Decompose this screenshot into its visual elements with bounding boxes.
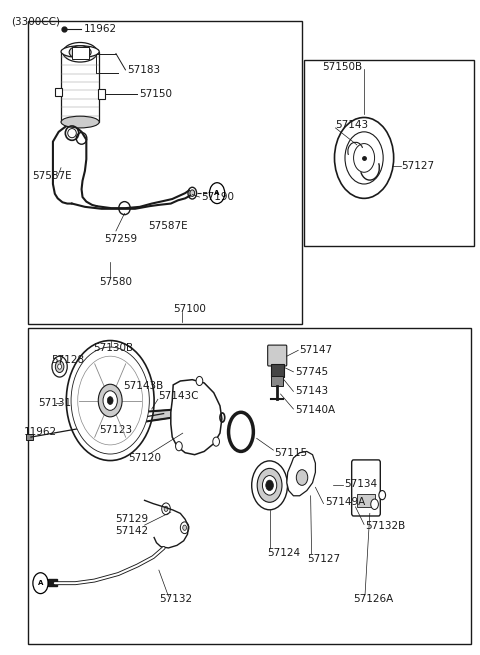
Text: 57745: 57745 [295,367,328,377]
Circle shape [71,347,149,454]
Text: 57580: 57580 [99,278,132,288]
Circle shape [183,525,187,531]
Circle shape [78,356,143,445]
Ellipse shape [257,468,282,502]
Ellipse shape [69,46,91,59]
Text: 11962: 11962 [24,427,58,437]
Text: 57147: 57147 [300,345,333,355]
Ellipse shape [122,407,136,430]
Text: 57115: 57115 [275,449,308,458]
Bar [28,328,471,644]
Circle shape [98,384,122,417]
Text: 57149A: 57149A [325,497,365,507]
Text: 57143C: 57143C [158,391,198,401]
Bar [72,47,89,59]
Text: A: A [38,580,43,586]
Circle shape [55,361,64,373]
FancyBboxPatch shape [268,345,287,366]
Circle shape [266,480,274,491]
Circle shape [58,364,61,369]
Circle shape [176,441,182,451]
Text: 57143: 57143 [295,386,328,396]
Ellipse shape [252,461,288,510]
Bar [55,88,62,96]
Text: 57130B: 57130B [93,343,133,353]
Circle shape [103,391,117,410]
Bar [98,90,106,99]
Bar [272,377,283,386]
Ellipse shape [61,116,99,128]
Ellipse shape [190,190,195,196]
Text: 57587E: 57587E [148,221,188,231]
Text: (3300CC): (3300CC) [11,16,60,26]
Bar [304,60,474,246]
Bar [48,578,57,586]
Polygon shape [287,451,315,496]
Text: 57131: 57131 [38,398,72,407]
Circle shape [213,437,219,446]
Text: 57150: 57150 [139,89,172,99]
Text: 57127: 57127 [307,554,340,564]
Circle shape [108,397,113,404]
Bar [28,21,302,324]
Ellipse shape [61,46,99,58]
Text: A: A [215,190,220,196]
Ellipse shape [188,187,197,199]
Circle shape [196,377,203,386]
Bar [61,52,99,122]
Text: 57129: 57129 [115,514,148,523]
Text: 57143: 57143 [336,121,369,130]
Circle shape [371,499,378,510]
Bar [26,434,33,440]
Text: 57150B: 57150B [322,62,362,71]
Text: 57128: 57128 [51,355,84,365]
Circle shape [296,470,308,485]
Circle shape [379,491,385,500]
Circle shape [52,356,67,377]
Ellipse shape [263,476,277,495]
Text: 57100: 57100 [173,304,206,314]
Text: 57132: 57132 [159,595,192,605]
Text: 57183: 57183 [127,65,160,75]
Text: 57127: 57127 [401,160,434,171]
Text: 57120: 57120 [128,453,161,463]
Circle shape [164,506,168,512]
Ellipse shape [125,412,133,425]
Text: 57143B: 57143B [123,381,163,391]
Text: 57132B: 57132B [365,521,405,531]
Text: 57142: 57142 [115,526,148,536]
Text: 11962: 11962 [84,24,117,35]
Ellipse shape [63,43,97,62]
Circle shape [180,522,189,534]
Text: 57259: 57259 [104,234,137,244]
Circle shape [162,503,170,515]
Text: 57134: 57134 [344,479,377,489]
Text: 57126A: 57126A [354,595,394,605]
FancyBboxPatch shape [352,460,380,516]
Polygon shape [137,409,173,422]
Circle shape [66,341,154,460]
Text: 57123: 57123 [99,425,132,435]
Text: 57124: 57124 [268,548,301,557]
Text: 57190: 57190 [201,192,234,202]
Text: 57140A: 57140A [295,405,335,415]
Text: 57587E: 57587E [33,171,72,181]
Bar [271,364,284,377]
Bar [358,494,374,507]
Polygon shape [171,380,222,455]
